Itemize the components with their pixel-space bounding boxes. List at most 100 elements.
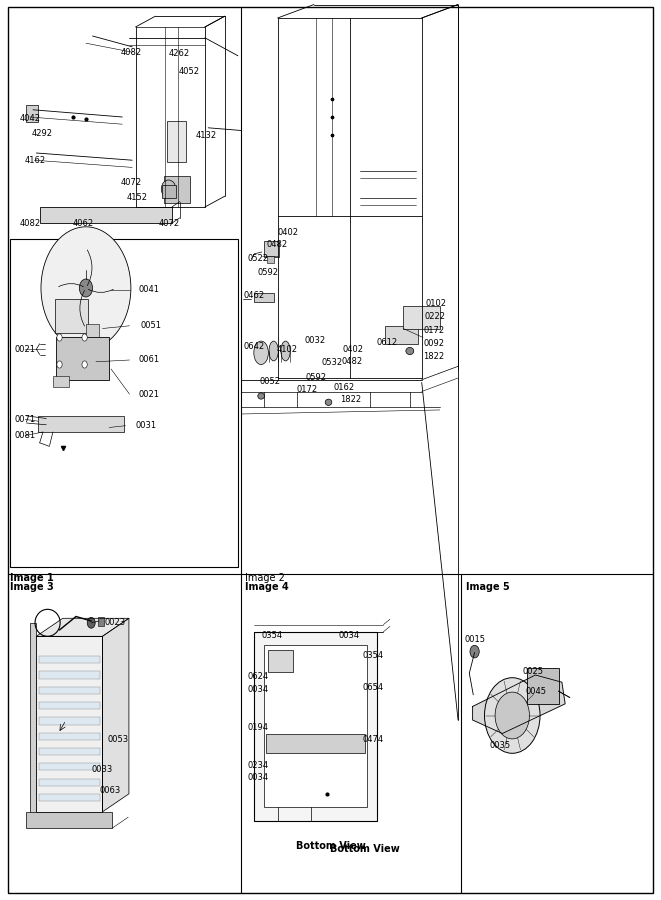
Text: 0222: 0222 xyxy=(424,312,446,321)
Text: Image 3: Image 3 xyxy=(10,581,54,592)
Circle shape xyxy=(79,279,93,297)
Bar xyxy=(53,376,69,387)
Bar xyxy=(162,184,176,198)
Text: 0102: 0102 xyxy=(426,299,447,308)
Text: Image 4: Image 4 xyxy=(245,581,288,592)
Bar xyxy=(39,763,100,770)
Circle shape xyxy=(82,334,87,341)
Text: 0041: 0041 xyxy=(139,285,160,294)
Text: 0025: 0025 xyxy=(522,667,543,676)
Text: Bottom View: Bottom View xyxy=(330,843,401,854)
Bar xyxy=(86,324,99,338)
Ellipse shape xyxy=(161,180,176,198)
Text: 0462: 0462 xyxy=(243,291,264,300)
Bar xyxy=(167,122,186,162)
Text: 0061: 0061 xyxy=(139,356,160,364)
Text: Image 5: Image 5 xyxy=(466,581,510,592)
Text: 0033: 0033 xyxy=(91,765,112,774)
Bar xyxy=(36,636,102,812)
Text: 0642: 0642 xyxy=(243,342,264,351)
Text: 4082: 4082 xyxy=(120,48,141,57)
Text: 0032: 0032 xyxy=(304,336,325,345)
Bar xyxy=(39,702,100,709)
Circle shape xyxy=(495,692,529,739)
Bar xyxy=(26,812,112,828)
Text: 0051: 0051 xyxy=(140,321,161,330)
Bar xyxy=(26,105,38,122)
Bar xyxy=(266,734,365,753)
Bar xyxy=(55,299,88,333)
Bar xyxy=(164,176,190,203)
Text: 4062: 4062 xyxy=(73,219,94,228)
Text: 0402: 0402 xyxy=(278,228,299,237)
Text: 4072: 4072 xyxy=(120,178,141,187)
Ellipse shape xyxy=(281,341,290,361)
Text: 0354: 0354 xyxy=(261,631,282,640)
Text: 0035: 0035 xyxy=(489,741,510,750)
Bar xyxy=(30,623,36,816)
Bar xyxy=(403,306,440,328)
Bar xyxy=(39,778,100,786)
Text: 4132: 4132 xyxy=(196,130,217,140)
Circle shape xyxy=(485,678,540,753)
Text: 0021: 0021 xyxy=(15,345,36,354)
Ellipse shape xyxy=(269,341,278,361)
Text: 4042: 4042 xyxy=(20,114,41,123)
Circle shape xyxy=(82,361,87,368)
Bar xyxy=(264,645,367,807)
Text: 0052: 0052 xyxy=(259,377,280,386)
Polygon shape xyxy=(102,618,129,812)
Text: 4262: 4262 xyxy=(169,50,190,58)
Text: 0354: 0354 xyxy=(362,651,383,660)
Text: 1822: 1822 xyxy=(340,395,361,404)
Text: 4072: 4072 xyxy=(159,219,180,228)
Text: 0021: 0021 xyxy=(139,390,160,399)
Ellipse shape xyxy=(258,392,264,399)
Text: 0034: 0034 xyxy=(248,773,269,782)
Text: 0034: 0034 xyxy=(248,685,269,694)
Bar xyxy=(39,656,100,663)
Text: 0654: 0654 xyxy=(362,683,383,692)
Text: 4162: 4162 xyxy=(25,156,46,165)
Ellipse shape xyxy=(406,347,414,355)
Bar xyxy=(39,717,100,725)
Text: 0172: 0172 xyxy=(296,385,317,394)
Text: 0612: 0612 xyxy=(377,338,398,347)
Bar xyxy=(39,687,100,694)
Text: 4152: 4152 xyxy=(127,194,148,202)
Polygon shape xyxy=(36,618,129,636)
Bar xyxy=(98,616,104,625)
Ellipse shape xyxy=(254,341,268,365)
Text: 0592: 0592 xyxy=(258,268,279,277)
Bar xyxy=(527,668,559,704)
Text: 0172: 0172 xyxy=(423,326,444,335)
Text: 0474: 0474 xyxy=(362,735,383,744)
Text: 0045: 0045 xyxy=(525,687,547,696)
Text: Image 1: Image 1 xyxy=(10,572,54,583)
Text: 0053: 0053 xyxy=(107,735,128,744)
Circle shape xyxy=(57,361,62,368)
Text: 0015: 0015 xyxy=(465,634,486,644)
Text: 4082: 4082 xyxy=(20,219,41,228)
Bar xyxy=(39,733,100,740)
Bar xyxy=(38,416,124,432)
Text: 0162: 0162 xyxy=(334,382,355,392)
Bar xyxy=(385,326,418,344)
Bar xyxy=(264,241,279,257)
Text: 0532: 0532 xyxy=(321,358,342,367)
Text: 0034: 0034 xyxy=(338,631,360,640)
Bar xyxy=(39,748,100,755)
Text: Image 2: Image 2 xyxy=(245,572,284,583)
Text: 0031: 0031 xyxy=(136,421,157,430)
Circle shape xyxy=(57,334,62,341)
Text: 4102: 4102 xyxy=(276,345,297,354)
Text: 1822: 1822 xyxy=(423,352,444,361)
Text: 0092: 0092 xyxy=(423,339,444,348)
Text: 0592: 0592 xyxy=(305,373,327,382)
Text: 0522: 0522 xyxy=(248,254,269,263)
Text: 0023: 0023 xyxy=(104,618,126,627)
Text: 4292: 4292 xyxy=(32,129,53,138)
Circle shape xyxy=(87,617,95,628)
Text: 0071: 0071 xyxy=(15,415,36,424)
Circle shape xyxy=(470,645,479,658)
